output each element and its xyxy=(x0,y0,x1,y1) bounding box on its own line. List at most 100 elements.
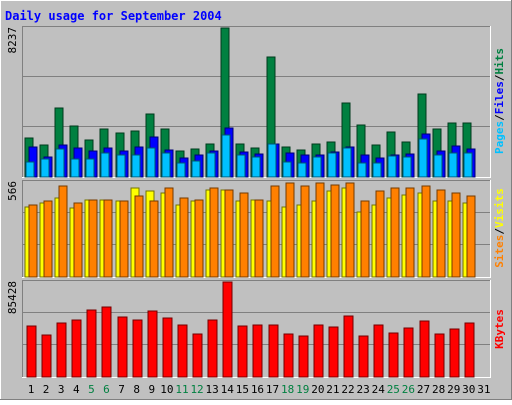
x-label-day-24: 24 xyxy=(372,383,386,396)
x-label-day-6: 6 xyxy=(103,383,110,396)
x-label-day-1: 1 xyxy=(28,383,35,396)
bar-sites-day-27 xyxy=(421,185,431,278)
y-max-label: 85428 xyxy=(6,281,19,314)
legend-hits-files-pages: Pages/Files/Hits xyxy=(493,48,506,154)
bar-kbytes-day-30 xyxy=(464,322,475,378)
legend-part-2: / xyxy=(493,228,506,235)
x-label-day-19: 19 xyxy=(296,383,309,396)
bar-pages-day-28 xyxy=(433,154,443,178)
bar-kbytes-day-7 xyxy=(117,316,128,378)
x-label-day-9: 9 xyxy=(148,383,155,396)
bar-sites-day-8 xyxy=(134,195,144,278)
x-label-day-8: 8 xyxy=(133,383,140,396)
bar-pages-day-13 xyxy=(206,152,216,178)
bar-pages-day-6 xyxy=(100,152,110,178)
bar-sites-day-30 xyxy=(466,195,476,278)
x-label-day-23: 23 xyxy=(357,383,370,396)
bar-kbytes-day-11 xyxy=(177,324,188,378)
bar-pages-day-14 xyxy=(221,134,231,178)
bar-pages-day-5 xyxy=(85,158,95,178)
legend-part-4: / xyxy=(493,74,506,81)
bar-pages-day-22 xyxy=(342,147,352,178)
x-label-day-17: 17 xyxy=(266,383,279,396)
x-label-day-11: 11 xyxy=(175,383,188,396)
x-label-day-21: 21 xyxy=(326,383,339,396)
bar-kbytes-day-29 xyxy=(449,328,460,378)
bar-pages-day-8 xyxy=(131,154,141,178)
bar-kbytes-day-6 xyxy=(101,306,112,378)
series-kbytes xyxy=(26,281,475,378)
bar-sites-day-3 xyxy=(58,185,68,278)
bar-pages-day-4 xyxy=(70,158,80,178)
panel-visits-sites: 566 Sites/Visits xyxy=(6,180,506,278)
bar-sites-day-15 xyxy=(239,192,249,278)
legend-part-2: / xyxy=(493,114,506,121)
bar-sites-day-19 xyxy=(300,185,310,278)
bar-pages-day-23 xyxy=(357,162,367,178)
bar-pages-day-29 xyxy=(448,152,458,178)
bar-pages-day-2 xyxy=(40,158,50,178)
bar-pages-day-7 xyxy=(116,154,126,178)
x-label-day-5: 5 xyxy=(88,383,95,396)
x-label-day-7: 7 xyxy=(118,383,125,396)
bar-kbytes-day-9 xyxy=(147,310,158,378)
bar-sites-day-2 xyxy=(43,200,53,278)
x-label-day-13: 13 xyxy=(206,383,219,396)
bar-pages-day-25 xyxy=(387,155,397,178)
legend-part-5: Hits xyxy=(493,48,506,75)
x-label-day-10: 10 xyxy=(160,383,173,396)
x-label-day-22: 22 xyxy=(341,383,354,396)
bar-pages-day-20 xyxy=(312,156,322,178)
bar-sites-day-13 xyxy=(209,187,219,278)
bar-sites-day-11 xyxy=(179,197,189,278)
bar-pages-day-18 xyxy=(282,161,292,178)
bar-pages-day-16 xyxy=(251,156,261,178)
chart-title: Daily usage for September 2004 xyxy=(5,9,222,23)
bar-sites-day-12 xyxy=(194,199,204,278)
bar-kbytes-day-1 xyxy=(26,325,37,378)
x-label-day-31: 31 xyxy=(477,383,490,396)
bar-sites-day-18 xyxy=(285,182,295,278)
bar-sites-day-1 xyxy=(28,204,38,278)
bar-sites-day-26 xyxy=(405,187,415,278)
bar-sites-day-20 xyxy=(315,182,325,278)
bar-sites-day-22 xyxy=(345,182,355,278)
bar-kbytes-day-22 xyxy=(343,315,354,378)
x-label-day-28: 28 xyxy=(432,383,445,396)
y-max-label: 8237 xyxy=(6,27,19,54)
legend-part-3: Files xyxy=(493,81,506,114)
bar-sites-day-10 xyxy=(164,187,174,278)
x-label-day-14: 14 xyxy=(221,383,235,396)
bar-pages-day-1 xyxy=(25,161,35,178)
bar-sites-day-25 xyxy=(390,187,400,278)
bar-sites-day-21 xyxy=(330,184,340,278)
bar-pages-day-9 xyxy=(146,147,156,178)
bar-sites-day-23 xyxy=(360,200,370,278)
legend-part-1: Pages xyxy=(493,121,506,154)
bar-kbytes-day-19 xyxy=(298,335,309,378)
series-pages xyxy=(25,134,473,178)
bar-kbytes-day-27 xyxy=(419,320,430,378)
bar-sites-day-4 xyxy=(73,202,83,278)
bar-sites-day-28 xyxy=(436,189,446,278)
bar-kbytes-day-23 xyxy=(358,335,369,378)
bar-kbytes-day-16 xyxy=(252,324,263,378)
bar-pages-day-11 xyxy=(176,162,186,178)
bar-sites-day-7 xyxy=(119,200,129,278)
bar-kbytes-day-20 xyxy=(313,324,324,378)
bar-pages-day-30 xyxy=(463,152,473,178)
bar-pages-day-17 xyxy=(267,143,277,178)
bar-kbytes-day-14 xyxy=(222,281,233,378)
legend-visits-sites: Sites/Visits xyxy=(493,188,506,268)
x-label-day-15: 15 xyxy=(236,383,249,396)
bar-kbytes-day-3 xyxy=(56,322,67,378)
x-label-day-2: 2 xyxy=(43,383,50,396)
bar-sites-day-14 xyxy=(224,189,234,278)
bar-sites-day-24 xyxy=(375,190,385,278)
bar-pages-day-10 xyxy=(161,152,171,178)
bar-kbytes-day-24 xyxy=(373,324,384,378)
x-label-day-26: 26 xyxy=(402,383,415,396)
bar-sites-day-5 xyxy=(88,199,98,278)
series-sites xyxy=(28,182,476,278)
